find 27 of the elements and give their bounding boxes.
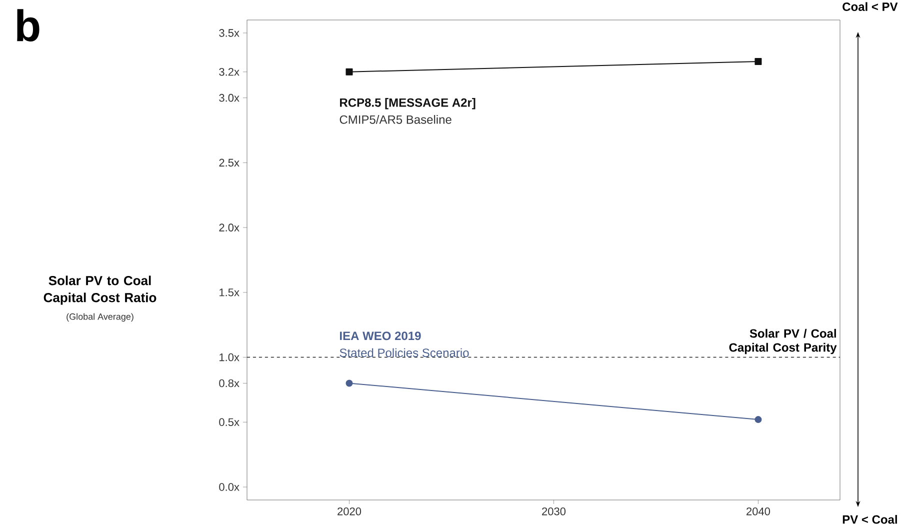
y-tick-label: 0.8x bbox=[219, 379, 240, 388]
annotation: Stated Policies Scenario bbox=[340, 348, 469, 358]
point bbox=[754, 416, 762, 424]
x-tick-label: 2030 bbox=[542, 508, 566, 516]
y-tick-label: 2.0x bbox=[219, 224, 240, 232]
point bbox=[346, 380, 353, 387]
y-tick-label: 3.2x bbox=[219, 68, 240, 76]
text: PV < Coal bbox=[842, 514, 897, 524]
series-label: RCP8.5 [MESSAGE A2r] bbox=[340, 98, 476, 110]
y-tick-label: 3.0x bbox=[219, 94, 240, 102]
y-tick-label: 1.0x bbox=[220, 353, 240, 362]
x-tick-label: 2040 bbox=[746, 508, 770, 516]
y-axis-title: Solar PV to Coal Capital Cost Ratio bbox=[44, 276, 156, 305]
text: (Global Average) bbox=[66, 313, 134, 322]
text: IEA WEO 2019 bbox=[340, 332, 421, 340]
annotation: CMIP5/AR5 Baseline bbox=[340, 115, 452, 124]
point bbox=[346, 68, 353, 76]
x-tick-label: 2020 bbox=[338, 508, 362, 516]
y-tick-label: 1.5x bbox=[220, 288, 240, 296]
y-tick-label: 3.5x bbox=[219, 29, 240, 37]
y-tick-label: 0.5x bbox=[219, 418, 240, 426]
chart-title: b bbox=[17, 9, 40, 42]
point bbox=[754, 58, 762, 65]
text: Coal < PV bbox=[842, 2, 898, 12]
y-tick-label: 0.0x bbox=[219, 483, 240, 491]
y-tick-label: 2.5x bbox=[219, 158, 240, 167]
ref-line-label: Solar PV / Coal Capital Cost Parity bbox=[729, 328, 837, 354]
